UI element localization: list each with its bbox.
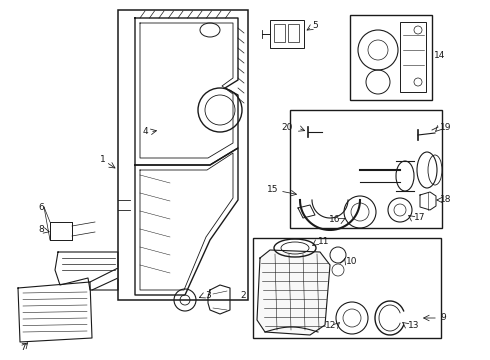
Bar [288,24,299,42]
Text: 4: 4 [143,127,148,136]
Bar [290,110,442,228]
Text: 16: 16 [328,216,340,225]
Text: 12: 12 [325,321,336,330]
Text: 1: 1 [100,156,106,165]
Text: 10: 10 [346,257,358,266]
Text: 14: 14 [434,50,445,59]
Bar [274,24,285,42]
Text: 20: 20 [282,122,293,131]
Text: 18: 18 [440,195,451,204]
Polygon shape [90,268,118,290]
Bar [253,238,441,338]
Text: 17: 17 [414,213,425,222]
Polygon shape [18,282,92,342]
Text: 2: 2 [240,291,245,300]
Text: 11: 11 [318,238,329,247]
Text: 6: 6 [38,202,44,211]
Bar [400,22,426,92]
Text: 5: 5 [312,21,318,30]
Bar [50,222,72,240]
Text: 3: 3 [205,291,211,300]
Bar [118,10,248,300]
Text: 7: 7 [20,343,26,352]
Bar [350,15,432,100]
Text: 13: 13 [408,321,419,330]
Text: 9: 9 [440,314,446,323]
Text: 8: 8 [38,225,44,234]
Text: 15: 15 [267,185,278,194]
Bar [270,20,304,48]
Text: 19: 19 [440,123,451,132]
Polygon shape [257,250,330,335]
